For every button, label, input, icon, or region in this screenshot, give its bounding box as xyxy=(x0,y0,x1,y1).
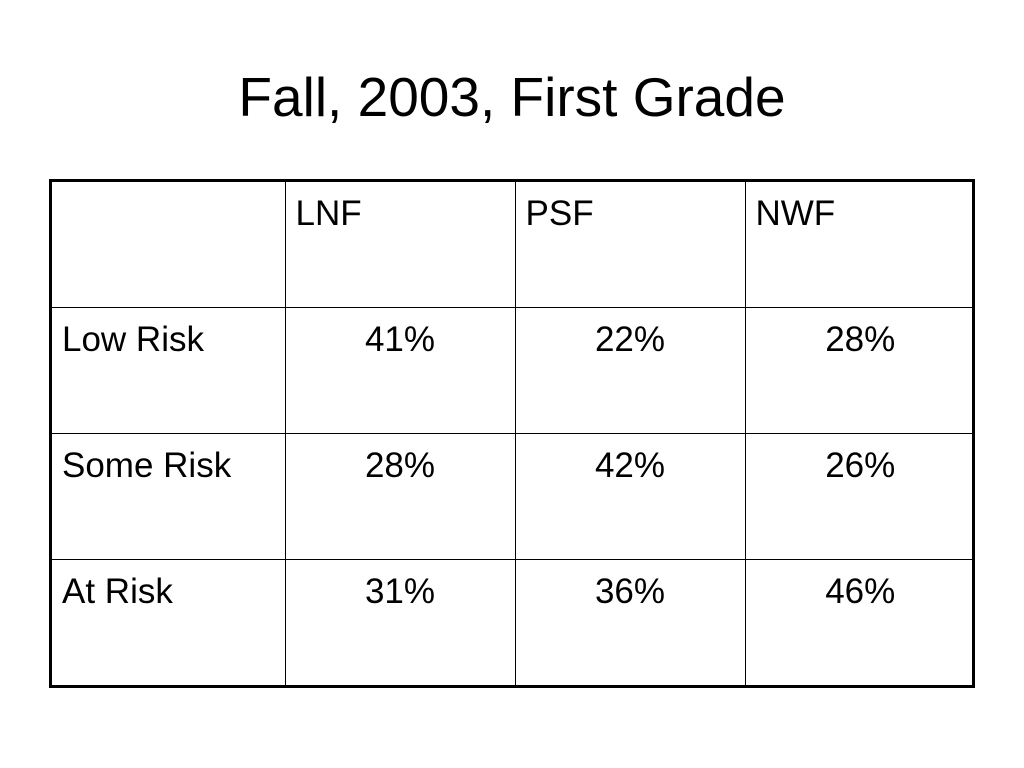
row-label-some-risk: Some Risk xyxy=(52,433,286,560)
cell-low-risk-psf: 22% xyxy=(514,307,746,434)
header-cell-nwf: NWF xyxy=(744,182,975,309)
table-row-low-risk: Low Risk 41% 22% 28% xyxy=(52,307,975,434)
risk-table-container: LNF PSF NWF Low Risk 41% 22% 28% Some Ri… xyxy=(49,179,975,688)
cell-some-risk-nwf: 26% xyxy=(744,433,975,560)
cell-low-risk-lnf: 41% xyxy=(284,307,516,434)
cell-some-risk-psf: 42% xyxy=(514,433,746,560)
slide-title: Fall, 2003, First Grade xyxy=(238,66,786,128)
cell-some-risk-lnf: 28% xyxy=(284,433,516,560)
cell-at-risk-psf: 36% xyxy=(514,558,746,685)
row-label-at-risk: At Risk xyxy=(52,558,286,685)
cell-low-risk-nwf: 28% xyxy=(744,307,975,434)
table-header-row: LNF PSF NWF xyxy=(52,182,975,309)
cell-at-risk-lnf: 31% xyxy=(284,558,516,685)
table-row-some-risk: Some Risk 28% 42% 26% xyxy=(52,433,975,560)
header-cell-empty xyxy=(52,182,286,309)
table-row-at-risk: At Risk 31% 36% 46% xyxy=(52,558,975,685)
row-label-low-risk: Low Risk xyxy=(52,307,286,434)
cell-at-risk-nwf: 46% xyxy=(744,558,975,685)
risk-table: LNF PSF NWF Low Risk 41% 22% 28% Some Ri… xyxy=(52,182,975,685)
header-cell-psf: PSF xyxy=(514,182,746,309)
header-cell-lnf: LNF xyxy=(284,182,516,309)
